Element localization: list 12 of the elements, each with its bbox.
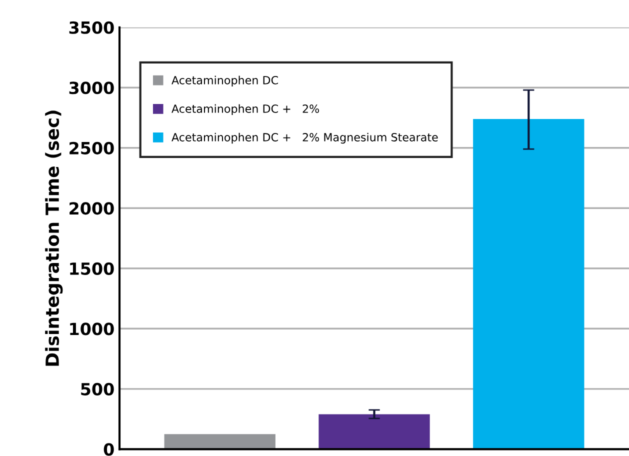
y-tick-label: 2000 — [70, 202, 114, 215]
legend-label: Acetaminophen DC + 2% — [172, 104, 319, 116]
y-tick-label: 1500 — [70, 262, 114, 275]
y-tick-label: 2500 — [70, 142, 114, 154]
y-tick-label: 500 — [81, 382, 114, 396]
legend-label: Acetaminophen DC — [172, 76, 278, 87]
y-axis-title: Disintegration Time (sec) — [45, 110, 63, 366]
y-tick-label: 0 — [104, 443, 114, 456]
legend-label: Acetaminophen DC + 2% Magnesium Stearate — [172, 132, 438, 144]
y-tick-label: 3500 — [69, 21, 114, 34]
y-tick-label: 3000 — [69, 82, 114, 94]
y-tick-label: 1000 — [70, 322, 114, 336]
